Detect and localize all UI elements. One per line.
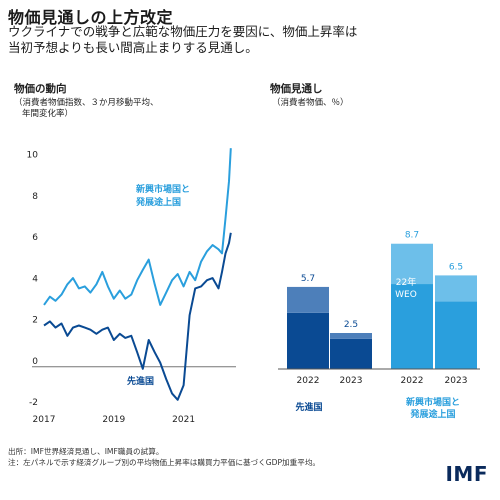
right-panel-subtitle: （消費者物価、％）: [272, 97, 349, 108]
series-label-emerging-line-2: 発展途上国: [135, 196, 181, 208]
bar-annotation-revision-line-1: 22年: [396, 181, 416, 193]
bar-annotation-revision-line-2: 上方改定: [388, 193, 424, 205]
y-tick-label: 0: [32, 357, 38, 367]
x-tick-label: 2019: [102, 415, 125, 425]
y-tick-label: 8: [32, 192, 38, 202]
footer-source: 出所：IMF世界経済見通し、IMF職員の試算。: [8, 447, 164, 456]
left-panel-subtitle-line-2: 年間変化率）: [22, 108, 73, 119]
footer: 出所：IMF世界経済見通し、IMF職員の試算。 注：左パネルで示す経済グループ別…: [8, 446, 320, 468]
footer-note: 注：左パネルで示す経済グループ別の平均物価上昇率は購買力平価に基づくGDP加重平…: [8, 458, 321, 467]
bar-category-label: 2022: [297, 376, 320, 386]
x-tick-label: 2021: [172, 415, 195, 425]
bar-weo-segment: [330, 338, 372, 369]
bar-annotation-weo-line-1: 22年: [396, 276, 416, 288]
right-panel-title: 物価見通し: [270, 82, 323, 95]
left-panel-title: 物価の動向: [14, 82, 67, 95]
y-tick-label: -2: [29, 398, 38, 408]
left-panel-subtitle-line-1: （消費者物価指数、３か月移動平均、: [14, 97, 159, 108]
bar-category-label: 2022: [401, 376, 424, 386]
bar-total-label: 2.5: [344, 320, 358, 330]
imf-logo: IMF: [445, 462, 488, 486]
bar-revision-segment: [435, 275, 477, 302]
y-tick-label: 2: [32, 316, 38, 326]
page-subtitle: ウクライナでの戦争と広範な物価圧力を要因に、物価上昇率は 当初予想よりも長い間高…: [8, 24, 492, 56]
page-subtitle-line-2: 当初予想よりも長い間高止まりする見通し。: [8, 40, 258, 55]
bar-category-label: 2023: [445, 376, 468, 386]
page-subtitle-line-1: ウクライナでの戦争と広範な物価圧力を要因に、物価上昇率は: [8, 24, 358, 39]
series-label-emerging-line-1: 新興市場国と: [136, 183, 190, 195]
bar-revision-segment: [330, 333, 372, 339]
series-line-emerging: [43, 148, 232, 306]
group-label-emerging-line-2: 発展途上国: [409, 408, 455, 420]
y-tick-label: 6: [32, 233, 38, 243]
y-tick-label: 10: [27, 151, 39, 161]
bar-annotation-weo-line-2: WEO: [395, 290, 417, 300]
bar-weo-segment: [391, 284, 433, 369]
y-tick-label: 4: [32, 274, 38, 284]
page-title: 物価見通しの上方改定: [8, 8, 174, 27]
series-line-advanced: [43, 232, 232, 401]
bar-total-label: 5.7: [301, 274, 315, 284]
bar-total-label: 8.7: [405, 231, 419, 241]
left-axis: -2 0 2 4 6 8 10 2017 2019 2021: [27, 151, 236, 425]
left-series: [43, 148, 232, 401]
bar-revision-segment: [287, 286, 329, 313]
right-bars: 5.7 2022 2.5 2023 8.7 2022 6.5 2023: [278, 231, 480, 386]
group-label-emerging-line-1: 新興市場国と: [406, 396, 460, 408]
bar-category-label: 2023: [340, 376, 363, 386]
bar-weo-segment: [287, 312, 329, 369]
series-label-advanced: 先進国: [127, 375, 154, 387]
group-label-advanced: 先進国: [295, 401, 322, 413]
bar-weo-segment: [435, 301, 477, 369]
x-tick-label: 2017: [33, 415, 56, 425]
bar-total-label: 6.5: [449, 262, 463, 272]
bar-revision-segment: [391, 243, 433, 285]
